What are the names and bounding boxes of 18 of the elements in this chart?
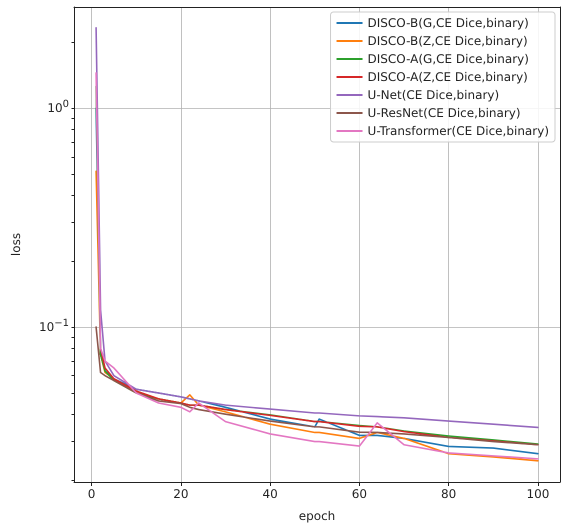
x-axis-title: epoch: [298, 509, 336, 523]
x-tick-label: 40: [261, 487, 279, 503]
legend-label: U-ResNet(CE Dice,binary): [368, 106, 521, 120]
legend-label: DISCO-A(Z,CE Dice,binary): [368, 70, 528, 84]
x-tick-label: 80: [440, 487, 458, 503]
x-tick-label: 100: [525, 487, 550, 503]
legend-label: U-Net(CE Dice,binary): [368, 88, 500, 102]
x-tick-label: 60: [350, 487, 368, 503]
legend-label: DISCO-A(G,CE Dice,binary): [368, 52, 529, 66]
y-tick-label: 10$^{−1}$: [38, 318, 69, 336]
y-tick-label: 10$^{0}$: [47, 99, 69, 118]
legend-label: DISCO-B(Z,CE Dice,binary): [368, 34, 528, 48]
y-axis-title: loss: [9, 232, 23, 256]
legend-label: U-Transformer(CE Dice,binary): [368, 124, 550, 138]
line-series: [95, 326, 539, 446]
x-tick-label: 0: [86, 487, 96, 503]
x-tick-label: 20: [172, 487, 190, 503]
legend-label: DISCO-B(G,CE Dice,binary): [368, 16, 529, 30]
